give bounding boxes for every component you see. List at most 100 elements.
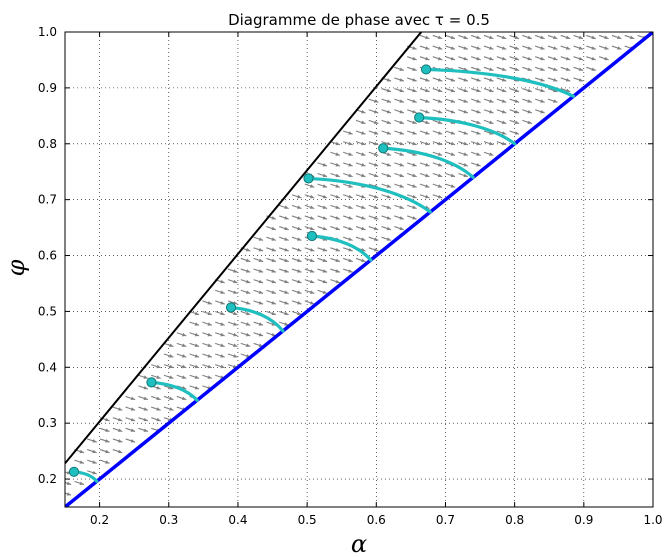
vector-arrow-head — [194, 343, 200, 347]
vector-arrow-head — [271, 258, 276, 263]
vector-arrow-head — [476, 99, 481, 103]
vector-arrow-head — [578, 56, 584, 61]
vector-arrow-head — [540, 109, 545, 114]
vector-arrow-head — [565, 67, 571, 71]
vector-arrow-head — [297, 194, 302, 199]
vector-arrow-head — [258, 258, 264, 263]
vector-arrow-head — [514, 120, 520, 124]
vector-arrow-head — [450, 141, 456, 146]
vector-arrow-head — [258, 247, 264, 252]
trajectory-start-point — [421, 64, 432, 75]
vector-arrow-head — [373, 152, 379, 156]
vector-arrow-head — [156, 375, 161, 379]
vector-arrow-head — [348, 205, 353, 209]
vector-arrow-head — [463, 163, 468, 167]
vector-arrow-head — [514, 56, 520, 61]
vector-arrow-head — [335, 258, 340, 263]
vector-arrow-head — [361, 226, 366, 231]
vector-arrow-head — [220, 332, 225, 337]
vector-arrow-head — [553, 99, 558, 103]
x-tick-label: 0.7 — [436, 513, 455, 527]
vector-arrow-head — [399, 120, 404, 124]
vector-arrow-head — [437, 173, 443, 178]
vector-arrow-head — [156, 364, 161, 369]
vector-arrow-head — [361, 237, 366, 241]
vector-arrow-head — [169, 407, 174, 411]
vector-arrow-head — [399, 173, 404, 178]
x-tick-label: 0.9 — [574, 513, 593, 527]
vector-arrow-head — [501, 109, 507, 114]
vector-arrow-head — [284, 269, 289, 273]
vector-arrow-head — [245, 343, 251, 347]
vector-arrow-head — [450, 173, 456, 178]
vector-arrow-head — [297, 258, 302, 263]
vector-arrow-head — [245, 301, 251, 305]
vector-arrow-head — [425, 184, 430, 188]
x-tick-label: 0.6 — [367, 513, 386, 527]
vector-arrow-head — [501, 67, 507, 71]
vector-arrow-head — [591, 67, 596, 71]
vector-arrow-head — [373, 216, 379, 220]
vector-arrow-head — [540, 67, 545, 71]
vector-arrow-head — [169, 396, 174, 401]
vector-arrow-head — [92, 449, 97, 454]
vector-arrow-head — [233, 279, 238, 284]
vector-arrow-head — [463, 152, 468, 156]
vector-arrow-head — [463, 141, 468, 146]
vector-arrow-head — [143, 386, 148, 390]
vector-arrow-head — [181, 354, 187, 358]
vector-arrow-head — [412, 205, 417, 209]
vector-arrow-head — [322, 226, 328, 231]
vector-arrow-head — [437, 46, 443, 50]
vector-arrow-head — [335, 216, 340, 220]
vector-arrow-head — [489, 56, 494, 61]
trajectory-curve — [417, 115, 517, 146]
vector-arrow-head — [386, 173, 392, 178]
vector-arrow-head — [335, 184, 340, 188]
vector-arrow-head — [425, 131, 430, 135]
vector-arrow-head — [309, 247, 315, 252]
vector-arrow-head — [322, 216, 328, 220]
vector-arrow-head — [309, 258, 315, 263]
vector-arrow-head — [105, 449, 110, 454]
vector-arrow-head — [245, 332, 251, 337]
vector-arrow-head — [514, 67, 520, 71]
vector-arrow-head — [220, 364, 225, 369]
vector-arrow-head — [604, 46, 609, 50]
vector-arrow-head — [489, 99, 494, 103]
vector-arrow-head — [399, 226, 404, 231]
vector-arrow-head — [450, 184, 456, 188]
vector-arrow-head — [386, 216, 392, 220]
vector-arrow-head — [258, 269, 264, 273]
vector-arrow-head — [361, 141, 366, 146]
vector-arrow-head — [361, 216, 366, 220]
vector-arrow-head — [425, 120, 430, 124]
vector-arrow-head — [527, 88, 532, 93]
trajectory-start-point — [378, 143, 389, 154]
vector-arrow-head — [489, 120, 494, 124]
vector-arrow-head — [348, 247, 353, 252]
vector-arrow-head — [476, 67, 481, 71]
vector-arrow-head — [207, 311, 212, 316]
vector-arrow-head — [169, 375, 174, 379]
vector-arrow-head — [386, 194, 392, 199]
vector-arrow-head — [207, 354, 212, 358]
vector-arrow-head — [284, 226, 289, 231]
upper-boundary-line — [65, 32, 423, 465]
y-tick-label: 1.0 — [38, 25, 57, 39]
vector-arrow-head — [476, 78, 481, 82]
vector-arrow-head — [220, 322, 225, 326]
vector-arrow-head — [156, 396, 161, 401]
vector-arrow-head — [335, 205, 340, 209]
vector-arrow-head — [514, 131, 520, 135]
vector-arrow-head — [220, 311, 225, 316]
vector-arrow-head — [489, 67, 494, 71]
vector-arrow-head — [143, 396, 148, 401]
trajectory-curve — [381, 146, 475, 179]
vector-arrow-head — [412, 216, 417, 220]
vector-arrow-head — [463, 35, 468, 40]
vector-arrow-head — [514, 99, 520, 103]
vector-arrow-head — [501, 99, 507, 103]
vector-arrow-head — [373, 163, 379, 167]
vector-arrow-head — [271, 301, 276, 305]
